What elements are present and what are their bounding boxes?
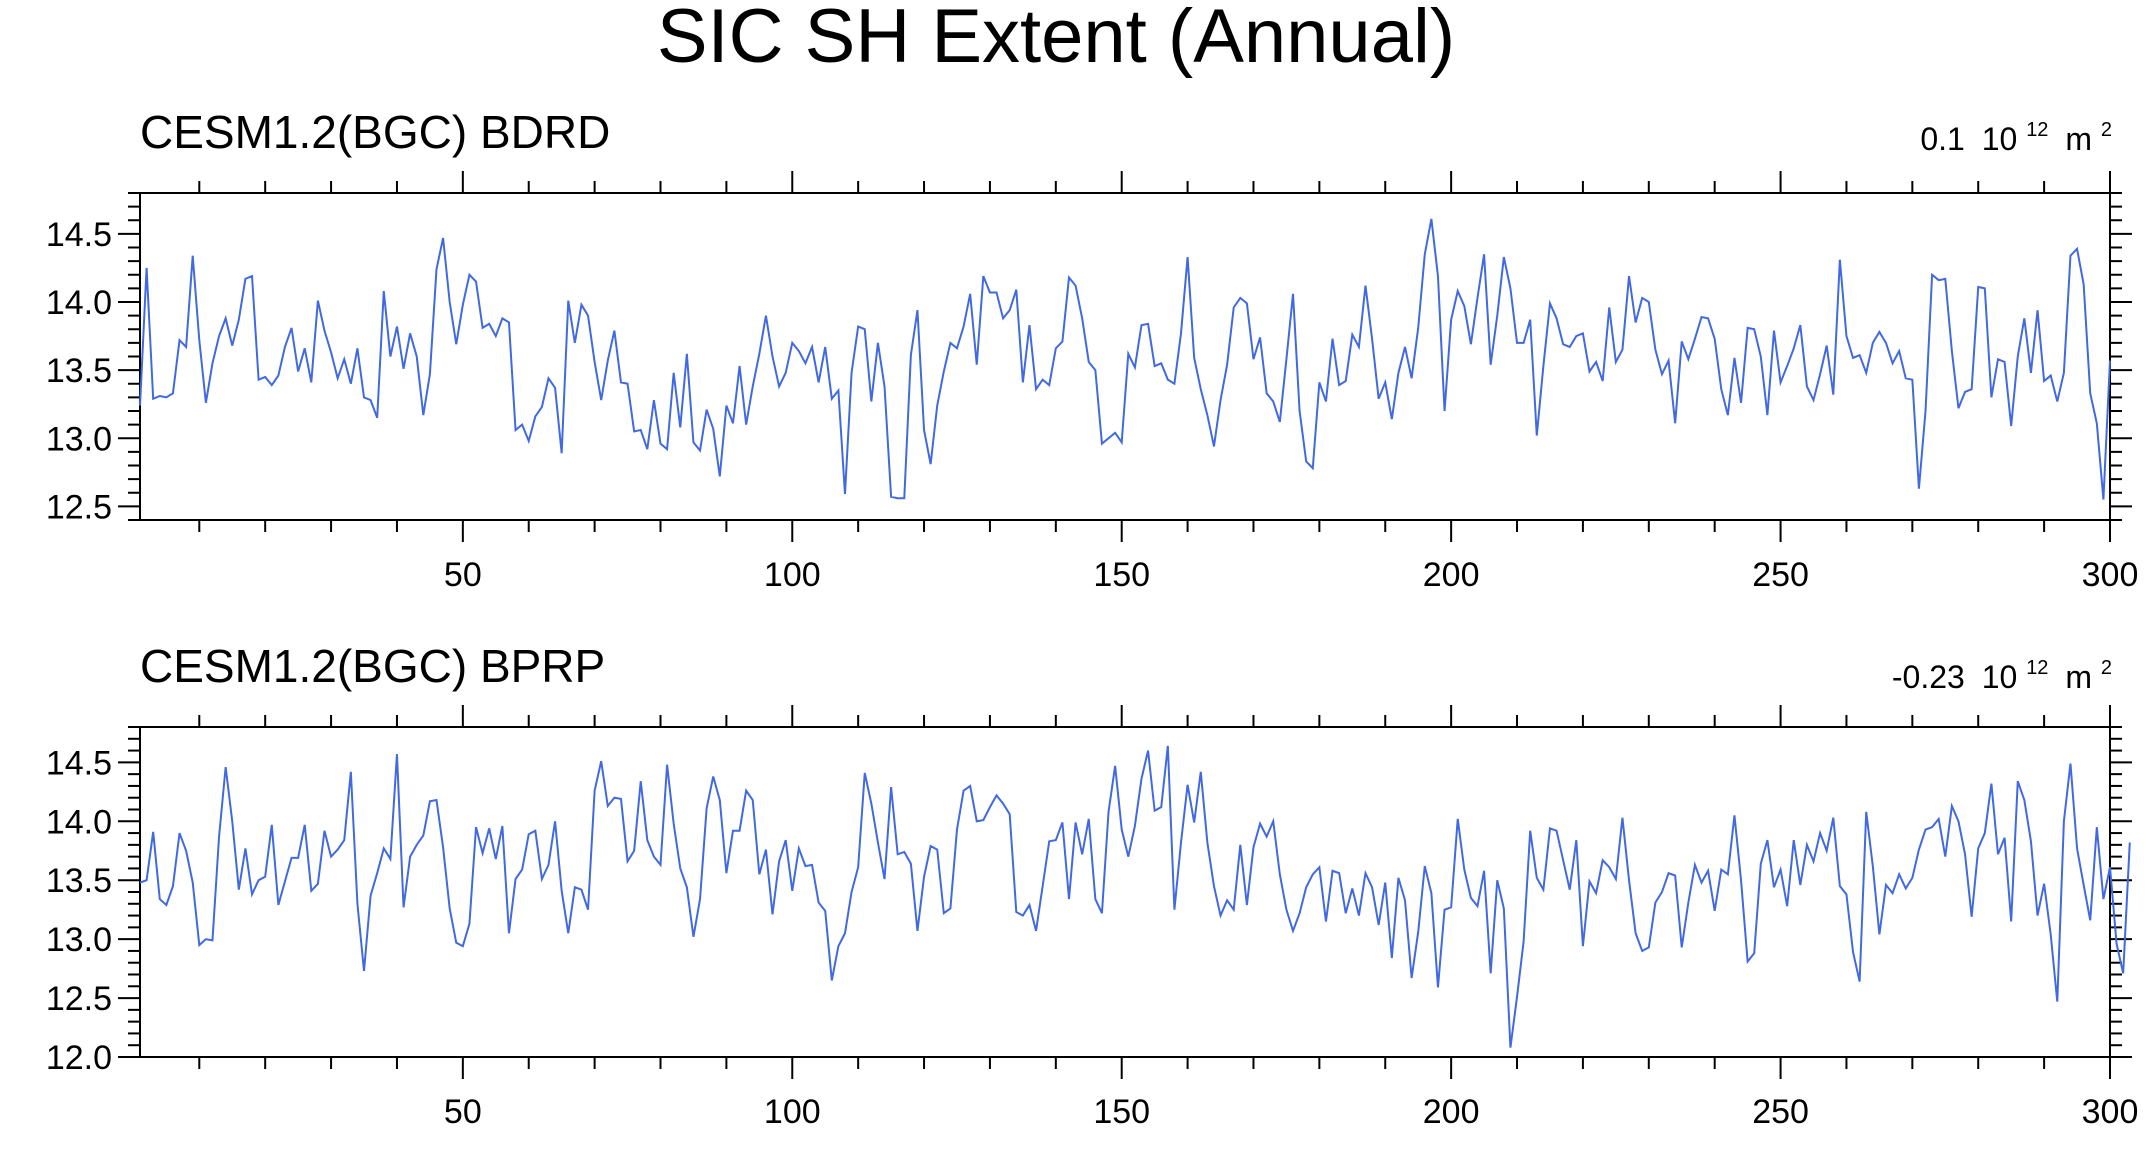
y-tick-label: 14.0 (46, 284, 112, 322)
panel-title: CESM1.2(BGC) BDRD (140, 106, 610, 158)
x-tick-label: 200 (1423, 556, 1480, 594)
plot-frame (139, 192, 2111, 521)
annotation-unit-tail-exp: 2 (2101, 119, 2112, 141)
x-tick-label: 250 (1752, 1093, 1809, 1131)
panel-title: CESM1.2(BGC) BPRP (140, 640, 605, 692)
panel-annotation: -0.23 10 12 m 2 (1892, 645, 2112, 695)
annotation-unit-base: 10 (1982, 659, 2018, 695)
annotation-value: -0.23 (1892, 659, 1965, 695)
x-tick-label: 300 (2082, 1093, 2139, 1131)
y-tick-label: 13.5 (46, 352, 112, 390)
plot-frame (139, 726, 2111, 1058)
y-tick-label: 14.5 (46, 216, 112, 254)
series-line (139, 745, 2131, 1048)
annotation-unit-tail-exp: 2 (2101, 657, 2112, 679)
annotation-value: 0.1 (1920, 121, 1964, 157)
panel-bdrd: CESM1.2(BGC) BDRD 0.1 10 12 m 2 50 100 150… (46, 106, 2139, 594)
y-tick-label: 12.0 (46, 1039, 112, 1077)
y-tick-label: 13.0 (46, 921, 112, 959)
x-tick-label: 200 (1423, 1093, 1480, 1131)
x-tick-label: 100 (764, 556, 821, 594)
y-tick-label: 14.0 (46, 803, 112, 841)
x-tick-label: 250 (1752, 556, 1809, 594)
x-tick-label: 50 (444, 556, 482, 594)
y-tick-label: 12.5 (46, 980, 112, 1018)
x-tick-label: 150 (1093, 1093, 1150, 1131)
panel-annotation: 0.1 10 12 m 2 (1920, 107, 2112, 157)
figure-title: SIC SH Extent (Annual) (657, 0, 1455, 79)
x-tick-label: 150 (1093, 556, 1150, 594)
y-tick-label: 14.5 (46, 744, 112, 782)
tick-layer: 50 100 150 200 250 300 12.5 13.0 13.5 14.0 14.5 (46, 171, 2139, 594)
annotation-unit-tail: m (2065, 121, 2092, 157)
annotation-unit-exp: 12 (2026, 119, 2048, 141)
x-tick-label: 100 (764, 1093, 821, 1131)
annotation-unit-tail: m (2065, 659, 2092, 695)
y-tick-label: 13.0 (46, 420, 112, 458)
y-tick-label: 12.5 (46, 488, 112, 526)
y-tick-label: 13.5 (46, 862, 112, 900)
series-line (139, 218, 2111, 500)
annotation-unit-exp: 12 (2026, 657, 2048, 679)
panel-bprp: CESM1.2(BGC) BPRP -0.23 10 12 m 2 50 100 1… (46, 640, 2139, 1131)
annotation-unit-base: 10 (1982, 121, 2018, 157)
x-tick-label: 50 (444, 1093, 482, 1131)
tick-layer: 50 100 150 200 250 300 12.0 12.5 13.0 13.5 14.0 14.… (46, 705, 2139, 1131)
x-tick-label: 300 (2082, 556, 2139, 594)
